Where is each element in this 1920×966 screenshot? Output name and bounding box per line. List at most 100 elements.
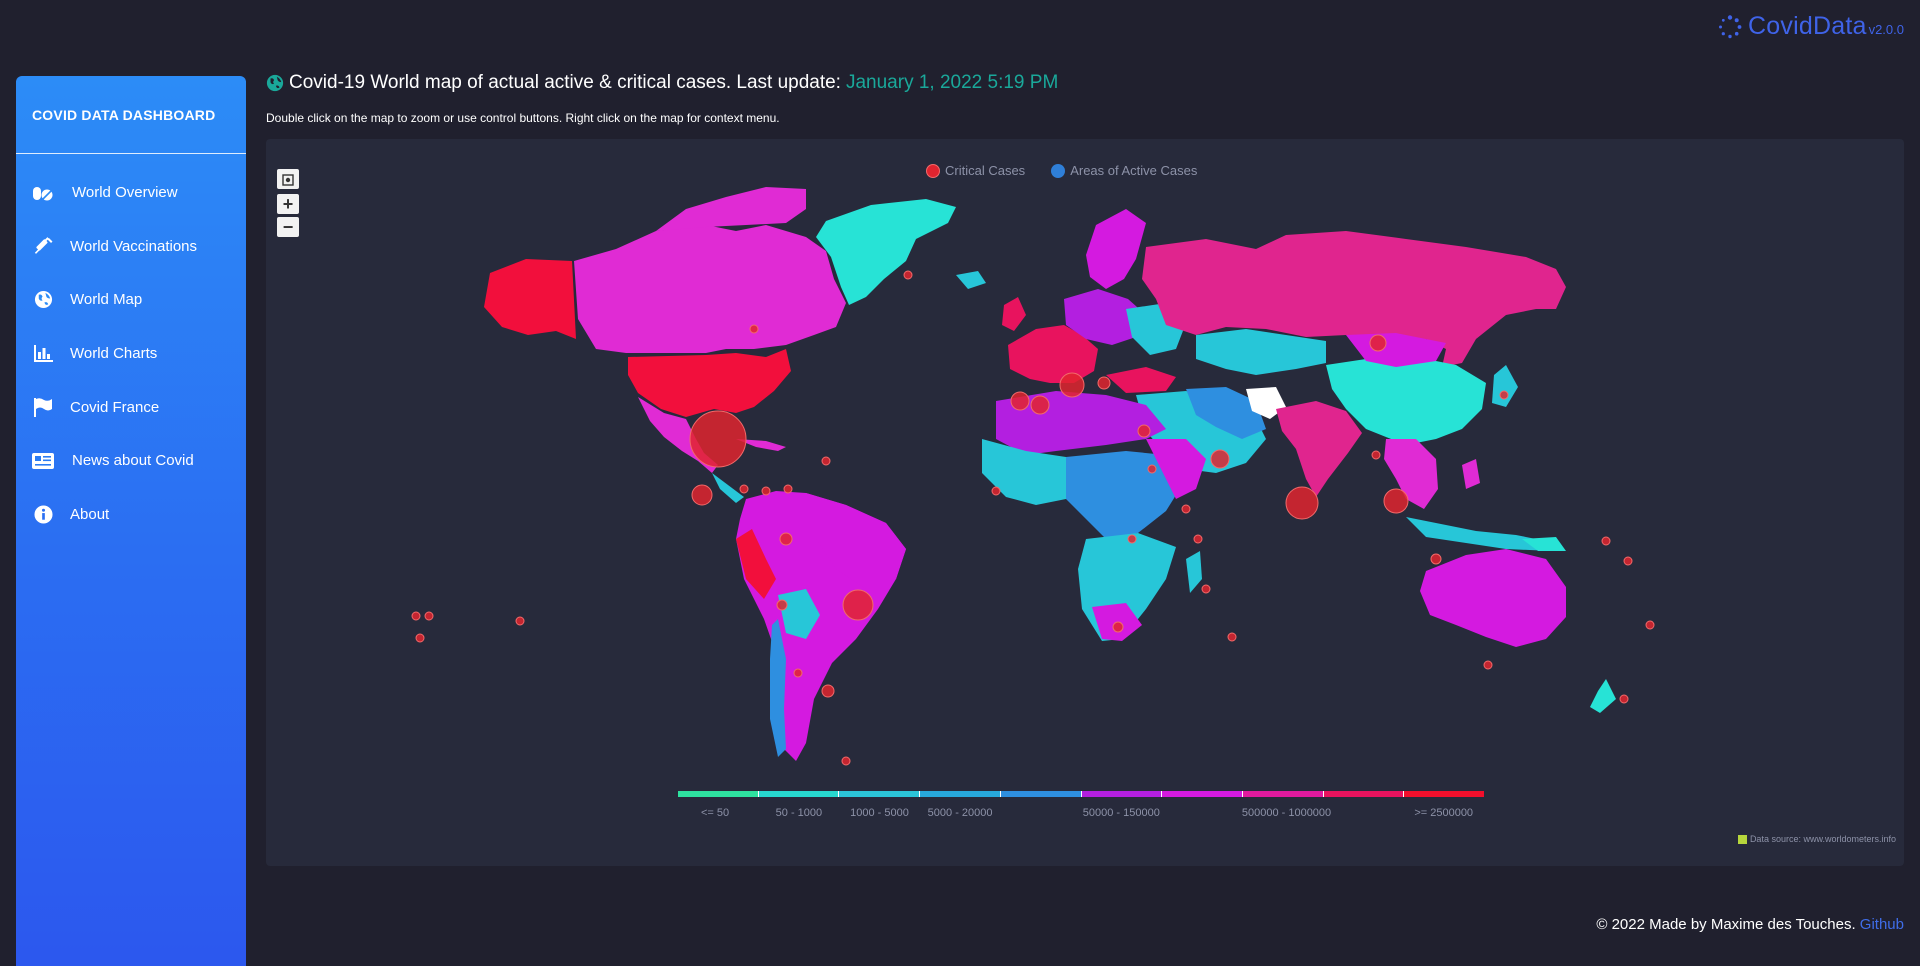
legend-label-critical: Critical Cases: [945, 163, 1026, 178]
newspaper-icon: [32, 450, 54, 472]
sidebar-item-world-charts[interactable]: World Charts: [16, 327, 246, 381]
critical-marker-argentina: [821, 684, 835, 698]
critical-marker-pacific-1: [411, 611, 421, 621]
country-se-asia: [1384, 439, 1438, 509]
critical-marker-pacific-5: [1601, 536, 1611, 546]
country-australia: [1420, 549, 1566, 647]
country-usa: [628, 349, 791, 417]
critical-marker-iran: [1210, 449, 1230, 469]
scale-label: 5000 - 20000: [927, 807, 993, 819]
sidebar: COVID DATA DASHBOARD World Overview Worl…: [16, 76, 246, 966]
country-india: [1276, 401, 1362, 497]
country-iceland: [956, 271, 986, 289]
scale-segment: [678, 791, 759, 797]
country-madagascar: [1186, 551, 1202, 593]
sidebar-item-news-about-covid[interactable]: News about Covid: [16, 434, 246, 488]
country-east-africa: [1146, 439, 1206, 499]
critical-marker-caribbean-2: [761, 486, 771, 496]
critical-marker-peru: [776, 599, 788, 611]
legend-item-critical[interactable]: Critical Cases: [926, 163, 1025, 178]
spinner-icon: [1719, 14, 1742, 38]
critical-marker-chile: [793, 668, 803, 678]
chart-icon: [1737, 834, 1747, 844]
legend-dot-critical: [926, 163, 940, 178]
critical-marker-pacific-2: [424, 611, 434, 621]
flag-icon: [32, 396, 54, 418]
critical-marker-new-zealand: [1619, 694, 1629, 704]
scale-label: 50000 - 150000: [1082, 807, 1160, 819]
sidebar-nav: World Overview World Vaccinations World …: [16, 154, 246, 541]
brand-name: CovidData: [1748, 12, 1867, 40]
country-europe-central: [1064, 289, 1146, 345]
sidebar-item-label: About: [70, 505, 110, 523]
critical-marker-pacific-6: [1623, 556, 1633, 566]
brand-logo[interactable]: CovidData v2.0.0: [1718, 12, 1904, 41]
sidebar-title: COVID DATA DASHBOARD: [16, 76, 246, 154]
scale-segment: [1242, 791, 1324, 797]
critical-marker-south-sudan: [1127, 534, 1137, 544]
country-west-africa: [982, 439, 1082, 505]
critical-marker-russia: [1369, 334, 1387, 352]
critical-marker-india: [1285, 486, 1319, 520]
critical-marker-uk: [1010, 391, 1030, 411]
footer: © 2022 Made by Maxime des Touches. Githu…: [1596, 916, 1904, 933]
critical-marker-mauritius: [1227, 632, 1237, 642]
map-legend: Critical Cases Areas of Active Cases: [926, 163, 1223, 178]
critical-marker-madagascar: [1201, 584, 1211, 594]
scale-label: 500000 - 1000000: [1241, 807, 1332, 819]
critical-marker-caribbean-3: [783, 484, 793, 494]
critical-marker-colombia: [779, 532, 793, 546]
critical-marker-ethiopia: [1181, 504, 1191, 514]
scale-label: 50 - 1000: [775, 807, 823, 819]
critical-marker-usa: [689, 410, 747, 468]
country-bolivia-paraguay: [778, 589, 820, 639]
country-russia: [1142, 231, 1566, 367]
info-icon: [32, 503, 54, 525]
critical-marker-greenland: [903, 270, 913, 280]
github-link[interactable]: Github: [1859, 916, 1904, 933]
sidebar-item-world-overview[interactable]: World Overview: [16, 166, 246, 220]
last-update-date: January 1, 2022 5:19 PM: [845, 72, 1059, 93]
country-china: [1326, 357, 1486, 445]
critical-marker-egypt: [1147, 464, 1157, 474]
critical-marker-germany: [1059, 372, 1085, 398]
sidebar-item-about[interactable]: About: [16, 488, 246, 542]
critical-marker-canada: [749, 324, 759, 334]
country-afghanistan: [1246, 387, 1286, 419]
zoom-out-button[interactable]: −: [277, 217, 299, 237]
country-central-america: [712, 473, 744, 503]
scale-segment: [1404, 791, 1485, 797]
country-chile: [770, 619, 786, 757]
sidebar-item-world-map[interactable]: World Map: [16, 273, 246, 327]
data-source[interactable]: Data source: www.worldometers.info: [1737, 834, 1896, 844]
sidebar-item-label: Covid France: [70, 398, 160, 416]
sidebar-item-world-vaccinations[interactable]: World Vaccinations: [16, 220, 246, 274]
critical-marker-indonesia: [1430, 553, 1442, 565]
legend-label-active: Areas of Active Cases: [1070, 163, 1198, 178]
country-philippines: [1462, 459, 1480, 489]
world-map[interactable]: [266, 139, 1904, 866]
scale-segment: [758, 791, 840, 797]
scale-segment: [1081, 791, 1163, 797]
scale-segment: [920, 791, 1001, 797]
legend-dot-active: [1051, 163, 1066, 178]
sidebar-item-label: World Charts: [70, 345, 158, 363]
critical-marker-kenya: [1193, 534, 1203, 544]
critical-case-markers[interactable]: [411, 270, 1655, 766]
critical-marker-pacific-4: [515, 616, 525, 626]
critical-marker-south-atlantic: [841, 756, 851, 766]
zoom-in-button[interactable]: +: [277, 194, 299, 214]
country-arctic-islands: [656, 187, 806, 231]
country-kazakhstan: [1196, 329, 1326, 375]
country-japan: [1492, 365, 1518, 407]
country-central-africa: [1066, 451, 1186, 539]
critical-marker-atlantic: [821, 456, 831, 466]
zoom-reset-button[interactable]: [277, 169, 299, 189]
legend-item-active[interactable]: Areas of Active Cases: [1051, 163, 1197, 178]
scale-label: 1000 - 5000: [850, 807, 909, 819]
map-panel[interactable]: + − Critical Cases Areas of Active Cases…: [266, 139, 1904, 866]
reset-icon: [282, 174, 294, 186]
critical-marker-caribbean-1: [739, 484, 749, 494]
color-scale-bar: [678, 791, 1485, 797]
sidebar-item-covid-france[interactable]: Covid France: [16, 380, 246, 434]
